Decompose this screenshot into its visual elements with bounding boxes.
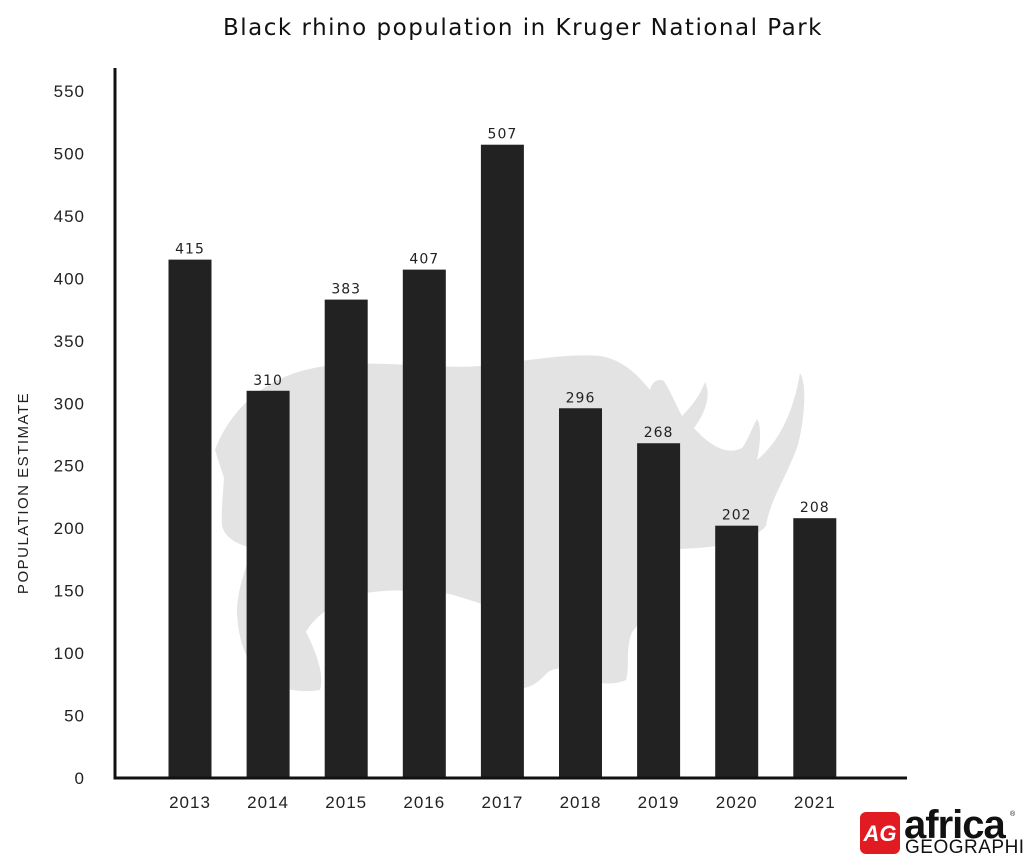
y-tick-label-150: 150: [54, 582, 85, 601]
y-tick-label-50: 50: [64, 707, 85, 726]
data-label-2013: 415: [175, 242, 205, 258]
logo-wordmark-africa: africa: [904, 803, 1006, 847]
data-label-2020: 202: [722, 508, 752, 524]
x-tick-label-2015: 2015: [325, 793, 367, 812]
x-tick-label-2017: 2017: [481, 793, 523, 812]
logo-wordmark-geographic: GEOGRAPHIC: [905, 837, 1024, 858]
data-label-2018: 296: [566, 390, 596, 406]
data-label-2017: 507: [488, 127, 518, 143]
x-tick-label-2014: 2014: [247, 793, 289, 812]
y-tick-label-450: 450: [54, 207, 85, 226]
x-tick-label-2021: 2021: [794, 793, 836, 812]
bar-2013: [168, 259, 212, 778]
y-axis-label: POPULATION ESTIMATE: [15, 392, 32, 594]
chart-title: Black rhino population in Kruger Nationa…: [223, 15, 823, 41]
data-label-2014: 310: [253, 373, 283, 389]
y-tick-label-400: 400: [54, 269, 85, 288]
bar-2021: [793, 518, 837, 778]
x-tick-label-2019: 2019: [638, 793, 680, 812]
y-tick-label-200: 200: [54, 519, 85, 538]
logo-mark-text: AG: [863, 821, 897, 846]
data-label-2016: 407: [409, 252, 439, 268]
x-tick-label-2020: 2020: [716, 793, 758, 812]
bar-2014: [246, 390, 290, 778]
logo-mark-badge: [860, 812, 900, 854]
x-tick-label-2013: 2013: [169, 793, 211, 812]
y-tick-label-100: 100: [54, 644, 85, 663]
bar-2015: [324, 299, 368, 778]
africa-geographic-logo: AG africaGEOGRAPHIC ®: [860, 803, 1024, 858]
y-tick-label-0: 0: [75, 769, 85, 788]
y-tick-label-500: 500: [54, 144, 85, 163]
data-label-2015: 383: [331, 282, 361, 298]
x-tick-label-2016: 2016: [403, 793, 445, 812]
data-label-2021: 208: [800, 500, 830, 516]
logo-registered-mark: ®: [1010, 810, 1016, 818]
y-tick-label-550: 550: [54, 82, 85, 101]
bar-2020: [715, 525, 759, 778]
x-tick-label-2018: 2018: [560, 793, 602, 812]
bar-2017: [480, 144, 524, 778]
bar-2016: [402, 269, 446, 778]
y-tick-label-300: 300: [54, 394, 85, 413]
bar-2019: [637, 443, 681, 778]
y-tick-label-350: 350: [54, 332, 85, 351]
bar-2018: [559, 408, 602, 778]
y-tick-label-250: 250: [54, 457, 85, 476]
data-label-2019: 268: [644, 425, 674, 441]
